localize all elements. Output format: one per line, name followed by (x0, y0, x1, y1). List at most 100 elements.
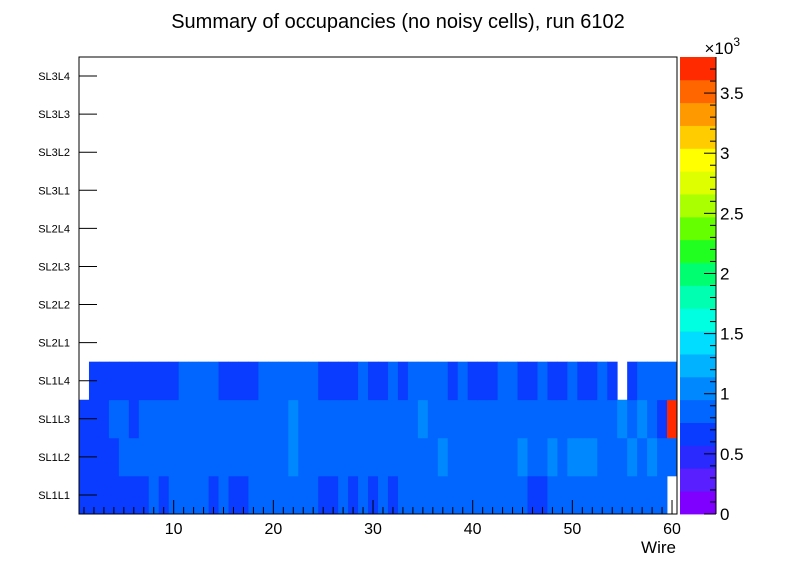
heatmap-cell (378, 361, 389, 401)
heatmap-cell (98, 475, 110, 515)
heatmap-cell (328, 361, 339, 401)
heatmap-cell (517, 475, 528, 515)
y-axis: SL1L1 SL1L2 SL1L3 SL1L4 SL2L1 SL2L2 SL2L3 SL2L4… (38, 71, 97, 502)
heatmap-cell (497, 361, 508, 401)
color-scale-segment (680, 171, 716, 195)
heatmap-cell (108, 437, 120, 477)
color-scale-segment (680, 376, 716, 401)
z-tick-label: 3 (720, 144, 729, 163)
heatmap-cell (258, 361, 269, 401)
heatmap-cell (108, 399, 120, 439)
heatmap-cell (527, 437, 538, 477)
heatmap-cell (278, 361, 289, 401)
heatmap-cell (308, 475, 319, 515)
heatmap-cell (378, 475, 389, 515)
heatmap-cell (447, 399, 459, 439)
heatmap-cell (138, 437, 150, 477)
color-scale-segment (680, 239, 716, 264)
heatmap-cell (338, 361, 349, 401)
heatmap-cell (637, 399, 648, 439)
heatmap-cell (537, 475, 548, 515)
heatmap-cell (348, 399, 359, 439)
x-tick-label: 20 (264, 521, 282, 538)
color-scale-segment (680, 468, 716, 492)
heatmap-cell (128, 399, 140, 439)
heatmap-cell (497, 475, 508, 515)
heatmap-cell (268, 399, 279, 439)
z-multiplier-exp: 3 (733, 35, 740, 49)
x-tick-label: 30 (364, 521, 382, 538)
heatmap-cell (298, 437, 309, 477)
heatmap-cell (407, 361, 419, 401)
heatmap-cell (447, 475, 459, 515)
x-tick-label: 60 (663, 521, 681, 538)
heatmap-cell (587, 437, 598, 477)
heatmap-cell (288, 399, 299, 439)
heatmap-cell (667, 361, 678, 401)
heatmap-cell (567, 399, 578, 439)
heatmap-cell (228, 475, 239, 515)
heatmap-cell (368, 437, 379, 477)
color-scale-segment (680, 262, 716, 286)
heatmap-cell (278, 437, 289, 477)
heatmap-cell (457, 475, 469, 515)
heatmap-cell (667, 437, 678, 477)
z-tick-label: 3.5 (720, 84, 744, 103)
heatmap-cell (597, 437, 608, 477)
heatmap-cell (657, 437, 668, 477)
heatmap-cell (218, 399, 229, 439)
heatmap-cell (597, 475, 608, 515)
heatmap-cell (248, 437, 259, 477)
heatmap-cell (547, 437, 558, 477)
color-scale-segment (680, 331, 716, 355)
heatmap-cell (298, 399, 309, 439)
heatmap-cell (487, 475, 498, 515)
heatmap-cell (587, 399, 598, 439)
heatmap-cell (557, 475, 568, 515)
heatmap-cell (627, 361, 638, 401)
heatmap-cell (457, 437, 469, 477)
heatmap-cell (328, 475, 339, 515)
heatmap-cell (208, 361, 219, 401)
heatmap-cell (308, 437, 319, 477)
z-tick-label: 0.5 (720, 445, 744, 464)
heatmap-cell (547, 361, 558, 401)
color-scale-segment (680, 148, 716, 172)
color-scale-segment (680, 399, 716, 423)
heatmap-cell (537, 361, 548, 401)
heatmap-cell (168, 437, 180, 477)
heatmap-cell (208, 437, 219, 477)
heatmap-cell (647, 437, 658, 477)
heatmap-cell (407, 399, 419, 439)
color-scale-segment (680, 216, 716, 241)
heatmap-cell (557, 437, 568, 477)
heatmap-cell (168, 399, 180, 439)
color-scale-segment (680, 445, 716, 469)
heatmap-cell (477, 361, 489, 401)
heatmap-cell (607, 437, 618, 477)
heatmap-cell (358, 361, 369, 401)
heatmap-cell (308, 361, 319, 401)
heatmap-cell (387, 475, 399, 515)
z-tick-label: 1 (720, 385, 729, 404)
heatmap-cell (238, 475, 249, 515)
heatmap-cell (288, 437, 299, 477)
heatmap-cell (437, 399, 449, 439)
x-axis: 10 20 30 40 50 60 (83, 500, 681, 538)
heatmap-cell (318, 475, 329, 515)
heatmap-cell (358, 437, 369, 477)
y-tick-label: SL3L2 (38, 147, 70, 159)
heatmap-cell (557, 399, 568, 439)
heatmap-cell (198, 437, 209, 477)
heatmap-cell (387, 361, 399, 401)
heatmap-cell (128, 361, 140, 401)
heatmap-cell (308, 399, 319, 439)
heatmap-cell (437, 361, 449, 401)
z-tick-label: 1.5 (720, 325, 744, 344)
heatmap-cell (378, 399, 389, 439)
heatmap-cell (318, 361, 329, 401)
chart-title: Summary of occupancies (no noisy cells),… (171, 11, 625, 33)
heatmap-cell (208, 399, 219, 439)
heatmap-cell (637, 475, 648, 515)
heatmap-cell (627, 399, 638, 439)
